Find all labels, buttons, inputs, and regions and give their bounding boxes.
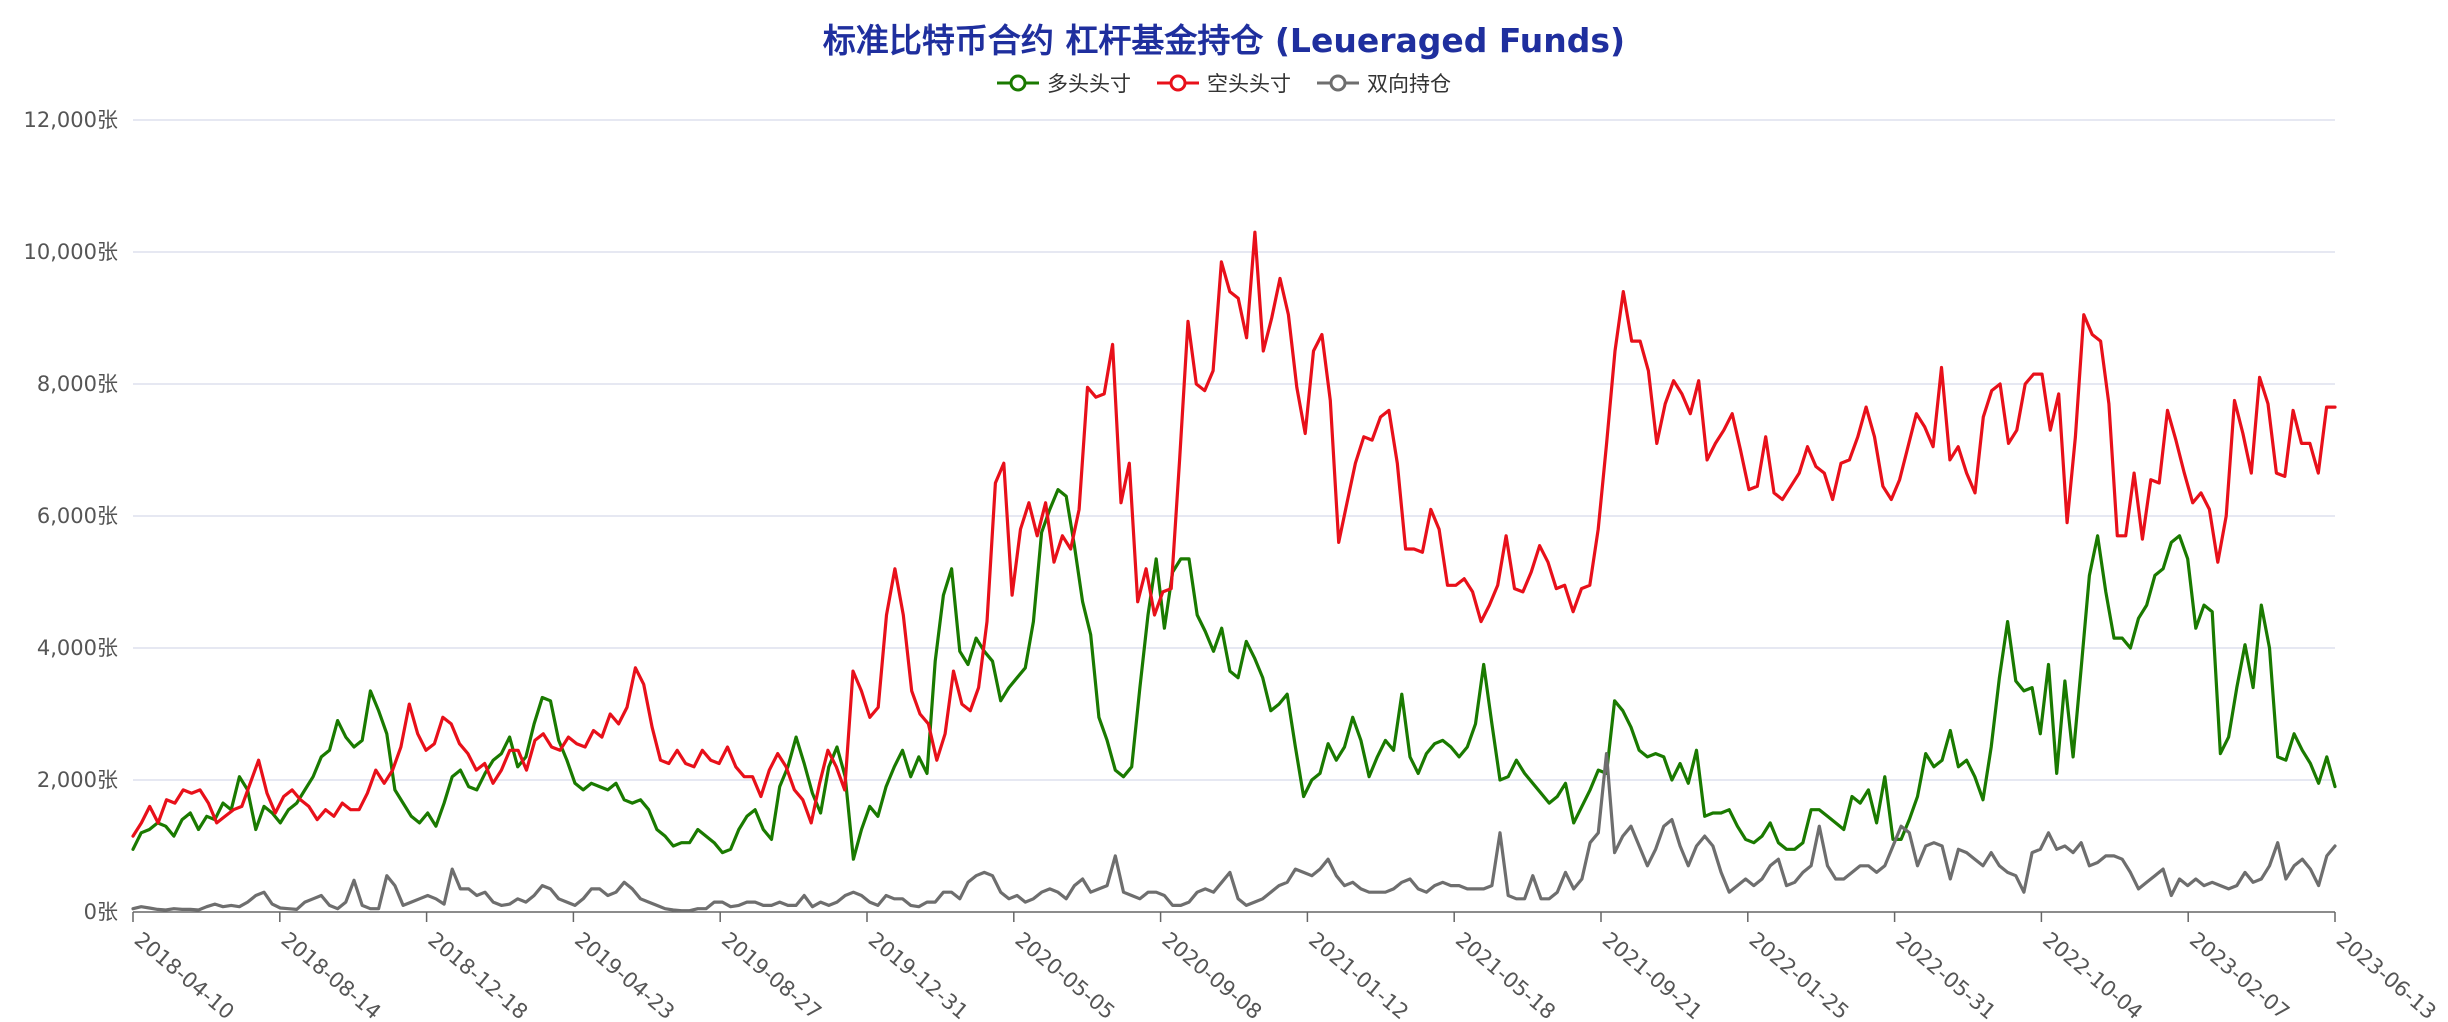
legend-swatch-spread-icon [1317, 74, 1359, 92]
legend-swatch-long-icon [997, 74, 1039, 92]
y-tick-label: 6,000张 [37, 504, 118, 528]
x-tick-label: 2018-04-10 [130, 927, 239, 1022]
x-tick-label: 2022-01-25 [1745, 927, 1854, 1022]
x-tick-label: 2022-05-31 [1891, 927, 2000, 1022]
x-tick-label: 2023-02-07 [2185, 927, 2294, 1022]
x-tick-label: 2021-05-18 [1451, 927, 1560, 1022]
series-line-1 [131, 230, 2337, 838]
x-tick-label: 2021-09-21 [1598, 927, 1707, 1022]
series-line-2 [131, 751, 2337, 913]
legend-item-spread[interactable]: 双向持仓 [1317, 68, 1451, 98]
x-tick-label: 2018-12-18 [423, 927, 532, 1022]
legend-label-long: 多头头寸 [1047, 72, 1131, 96]
x-tick-label: 2019-12-31 [864, 927, 973, 1022]
y-tick-label: 4,000张 [37, 636, 118, 660]
series-line-0 [131, 488, 2337, 861]
legend-label-spread: 双向持仓 [1367, 72, 1451, 96]
x-tick-label: 2018-08-14 [277, 927, 386, 1022]
x-tick-label: 2020-09-08 [1157, 927, 1266, 1022]
legend-item-long[interactable]: 多头头寸 [997, 68, 1131, 98]
x-tick-label: 2020-05-05 [1011, 927, 1120, 1022]
y-tick-label: 10,000张 [24, 240, 118, 264]
x-tick-label: 2021-01-12 [1304, 927, 1413, 1022]
x-tick-label: 2022-10-04 [2038, 927, 2147, 1022]
y-tick-label: 12,000张 [24, 108, 118, 132]
legend-swatch-short-icon [1157, 74, 1199, 92]
y-tick-label: 0张 [84, 900, 118, 924]
y-tick-label: 2,000张 [37, 768, 118, 792]
chart-title: 标准比特币合约 杠杆基金持仓 (Leueraged Funds) [822, 21, 1626, 60]
legend-label-short: 空头头寸 [1207, 72, 1291, 96]
x-tick-label: 2023-06-13 [2332, 927, 2441, 1022]
y-tick-label: 8,000张 [37, 372, 118, 396]
x-tick-label: 2019-08-27 [717, 927, 826, 1022]
legend-item-short[interactable]: 空头头寸 [1157, 68, 1291, 98]
legend: 多头头寸 空头头寸 双向持仓 [0, 68, 2448, 98]
x-tick-label: 2019-04-23 [570, 927, 679, 1022]
